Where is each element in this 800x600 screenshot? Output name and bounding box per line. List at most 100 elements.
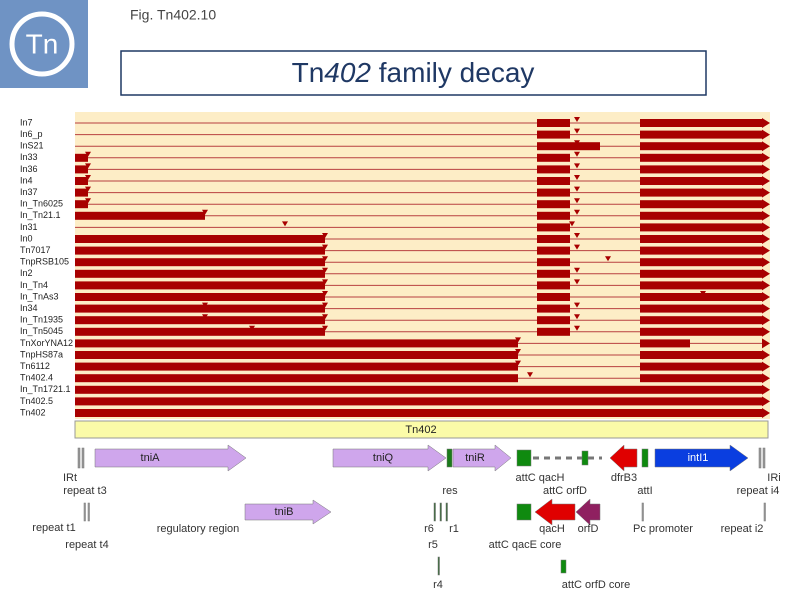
res-box — [446, 448, 453, 468]
deletion-marker — [249, 325, 255, 331]
deletion-marker — [574, 314, 580, 320]
track-segment — [640, 362, 762, 371]
ir-mark — [81, 447, 85, 469]
deletion-marker — [574, 117, 580, 122]
track-segment — [75, 177, 88, 185]
track-segment — [75, 258, 325, 267]
deletion-marker — [574, 140, 580, 146]
deletion-marker — [515, 360, 521, 366]
map-label: res — [442, 485, 458, 497]
row-label: In37 — [20, 187, 38, 197]
track-arrowhead — [762, 234, 770, 244]
map-label: Pc promoter — [633, 523, 693, 535]
track-segment — [537, 246, 570, 255]
row-label: In_Tn5045 — [20, 326, 63, 336]
gene-label: tniB — [275, 506, 294, 518]
map-label: r6 — [424, 523, 434, 535]
deletion-marker — [527, 372, 533, 378]
track-arrowhead — [762, 408, 770, 418]
track-arrowhead — [762, 129, 770, 140]
gene-arrow — [575, 498, 601, 526]
row-label: In34 — [20, 303, 38, 313]
track-segment — [75, 269, 325, 278]
track-segment — [75, 211, 205, 220]
track-segment — [537, 188, 570, 197]
track-segment — [640, 351, 762, 359]
row-label: TnpHS87a — [20, 349, 63, 359]
title-part: 402 — [324, 57, 371, 88]
gene-map — [77, 444, 766, 576]
map-label: regulatory region — [157, 523, 240, 535]
gene-arrow — [654, 444, 749, 472]
track-segment — [75, 235, 325, 243]
row-label: In0 — [20, 233, 33, 243]
map-label: repeat t1 — [32, 522, 75, 534]
track-arrowhead — [762, 373, 770, 384]
deletion-marker — [322, 291, 328, 296]
map-label: repeat i4 — [737, 485, 780, 497]
track-arrowhead — [762, 245, 770, 256]
track-segment — [75, 409, 762, 417]
track-arrowhead — [762, 303, 770, 314]
map-label: r4 — [433, 579, 443, 591]
track-segment — [75, 327, 325, 336]
row-label: In36 — [20, 164, 38, 174]
track-arrowhead — [762, 396, 770, 407]
row-label: In_Tn21.1 — [20, 210, 61, 220]
map-label: orfD — [578, 523, 599, 535]
track-arrowhead — [762, 268, 770, 279]
gene-label: tniA — [141, 452, 161, 464]
ir-mark — [77, 447, 81, 469]
fig-label: Fig. Tn402.10 — [130, 7, 216, 23]
deletion-marker — [574, 325, 580, 331]
track-arrowhead — [762, 199, 770, 210]
track-arrowhead — [762, 280, 770, 291]
deletion-marker — [202, 209, 208, 215]
deletion-marker — [574, 209, 580, 215]
row-label: In_TnAs3 — [20, 291, 59, 301]
element-label: Tn402 — [405, 424, 436, 436]
ir-mark — [762, 447, 766, 469]
deletion-marker — [322, 325, 328, 331]
gene-arrow — [244, 499, 332, 525]
deletion-marker — [85, 175, 91, 180]
track-segment — [640, 281, 762, 290]
map-label: attI — [637, 485, 652, 497]
track-segment — [640, 211, 762, 220]
track-segment — [537, 327, 570, 336]
track-segment — [640, 177, 762, 185]
map-label: repeat t3 — [63, 485, 106, 497]
track-arrowhead — [762, 292, 770, 302]
track-segment — [537, 223, 570, 232]
deletion-marker — [322, 233, 328, 238]
track-segment — [75, 200, 88, 209]
track-arrowhead — [762, 350, 770, 360]
repeat-mark — [87, 502, 90, 522]
map-label: attC orfD core — [562, 579, 630, 591]
track-segment — [537, 269, 570, 278]
track-arrowhead — [762, 187, 770, 198]
track-segment — [75, 304, 325, 313]
deletion-marker — [322, 256, 328, 262]
track-arrowhead — [762, 164, 770, 175]
deletion-marker — [85, 163, 91, 169]
track-segment — [537, 200, 570, 209]
track-segment — [640, 374, 762, 383]
map-label: r5 — [428, 539, 438, 551]
row-label: In_Tn6025 — [20, 199, 63, 209]
track-arrowhead — [762, 361, 770, 372]
track-arrowhead — [762, 176, 770, 186]
track-arrowhead — [762, 118, 770, 128]
track-segment — [75, 281, 325, 290]
track-segment — [537, 177, 570, 185]
track-segment — [640, 246, 762, 255]
deletion-marker — [574, 267, 580, 273]
track-segment — [640, 235, 762, 243]
r-mark — [437, 556, 440, 576]
track-arrowhead — [762, 210, 770, 221]
deletion-marker — [322, 267, 328, 273]
track-segment — [640, 269, 762, 278]
track-segment — [640, 304, 762, 313]
deletion-marker — [322, 244, 328, 250]
logo-ring — [9, 11, 75, 77]
